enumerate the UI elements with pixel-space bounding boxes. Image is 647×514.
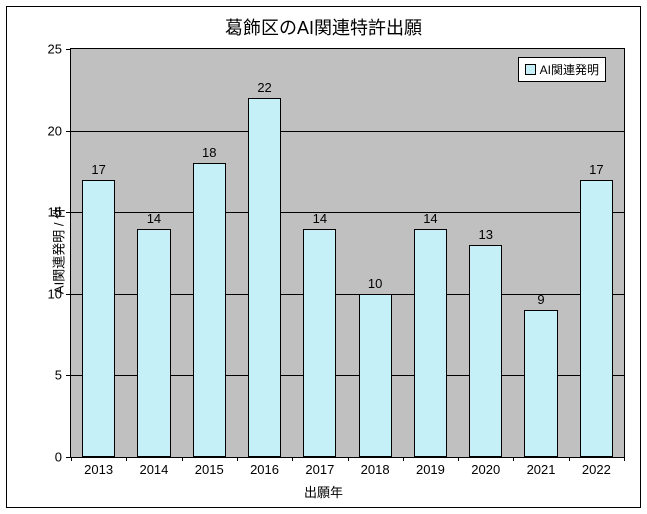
x-tick-label: 2014	[126, 462, 181, 477]
x-tick-mark	[624, 457, 625, 461]
y-tick-label: 5	[22, 368, 62, 383]
y-tick-label: 20	[22, 123, 62, 138]
bar-value-label: 22	[237, 80, 292, 95]
legend: AI関連発明	[518, 57, 606, 82]
x-tick-mark	[71, 457, 72, 461]
bar	[524, 310, 557, 457]
bar	[303, 229, 336, 457]
chart-title: 葛飾区のAI関連特許出願	[0, 14, 647, 40]
x-tick-label: 2018	[348, 462, 403, 477]
bar-value-label: 17	[569, 162, 624, 177]
legend-swatch	[525, 64, 536, 75]
bar-value-label: 14	[292, 211, 347, 226]
x-tick-label: 2017	[292, 462, 347, 477]
x-axis-title: 出願年	[0, 482, 647, 501]
bar-value-label: 10	[348, 276, 403, 291]
x-tick-mark	[182, 457, 183, 461]
grid-line	[71, 131, 624, 132]
x-tick-label: 2021	[514, 462, 569, 477]
bar	[359, 294, 392, 457]
chart-container: 葛飾区のAI関連特許出願 AI関連発明 / 件 AI関連発明 出願年 05101…	[0, 0, 647, 514]
y-tick-mark	[66, 49, 70, 50]
bar-value-label: 9	[514, 292, 569, 307]
bar-value-label: 13	[458, 227, 513, 242]
x-tick-mark	[403, 457, 404, 461]
y-tick-mark	[66, 375, 70, 376]
y-tick-label: 25	[22, 42, 62, 57]
y-tick-label: 10	[22, 286, 62, 301]
x-tick-mark	[513, 457, 514, 461]
bar-value-label: 17	[71, 162, 126, 177]
x-tick-mark	[348, 457, 349, 461]
bar	[580, 180, 613, 457]
y-tick-mark	[66, 457, 70, 458]
x-tick-label: 2022	[569, 462, 624, 477]
bar	[137, 229, 170, 457]
bar	[469, 245, 502, 457]
y-tick-label: 0	[22, 450, 62, 465]
bar-value-label: 14	[126, 211, 181, 226]
y-tick-mark	[66, 212, 70, 213]
bar-value-label: 18	[182, 145, 237, 160]
bar	[193, 163, 226, 457]
x-tick-mark	[569, 457, 570, 461]
x-tick-label: 2015	[182, 462, 237, 477]
x-tick-label: 2020	[458, 462, 513, 477]
x-tick-mark	[292, 457, 293, 461]
bar	[414, 229, 447, 457]
bar	[248, 98, 281, 457]
bar	[82, 180, 115, 457]
plot-area: AI関連発明	[70, 48, 625, 458]
x-tick-label: 2013	[71, 462, 126, 477]
x-tick-mark	[458, 457, 459, 461]
x-tick-mark	[126, 457, 127, 461]
x-tick-label: 2016	[237, 462, 292, 477]
bar-value-label: 14	[403, 211, 458, 226]
y-tick-mark	[66, 131, 70, 132]
y-tick-label: 15	[22, 205, 62, 220]
x-tick-mark	[237, 457, 238, 461]
x-tick-label: 2019	[403, 462, 458, 477]
legend-label: AI関連発明	[540, 61, 599, 78]
y-tick-mark	[66, 294, 70, 295]
